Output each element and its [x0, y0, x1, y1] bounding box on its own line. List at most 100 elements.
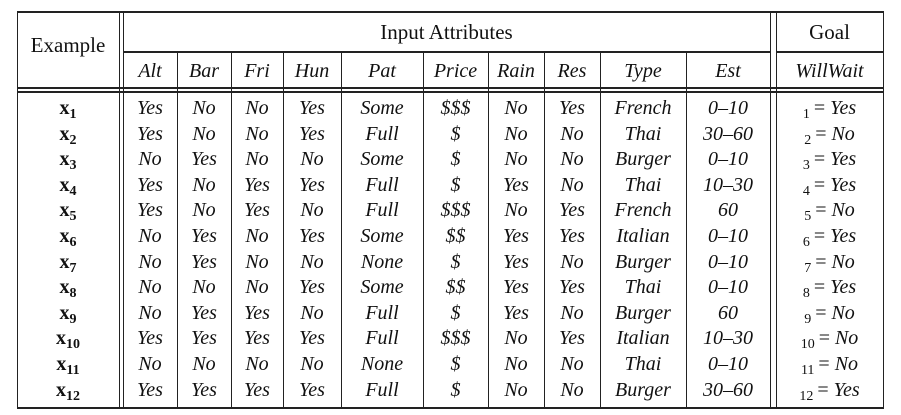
table-cell: Burger	[615, 250, 671, 273]
table-left-rule	[17, 11, 18, 409]
table-cell: Italian	[616, 327, 670, 350]
attribute-header-price: Price	[433, 60, 478, 82]
table-cell: Thai	[624, 353, 662, 375]
equals-sign: =	[813, 148, 831, 171]
goal-value: No	[831, 301, 855, 324]
table-cell: No	[245, 225, 269, 247]
goal-sub-rule	[776, 51, 883, 53]
table-cell: Yes	[137, 378, 163, 401]
table-cell: No	[192, 353, 216, 375]
table-cell: 0–10	[708, 97, 748, 119]
table-cell: 0–10	[708, 353, 748, 375]
table-cell: $	[450, 122, 461, 145]
table-cell: No	[300, 353, 324, 375]
table-cell: No	[138, 353, 162, 375]
table-cell: No	[504, 97, 528, 119]
goal-cell: 8 = Yes	[776, 277, 883, 301]
goal-value: No	[831, 199, 855, 222]
table-cell: Yes	[299, 378, 325, 401]
column-rule	[600, 51, 601, 409]
example-index: 12	[66, 388, 80, 404]
table-cell: $$	[445, 276, 466, 299]
table-cell: Yes	[503, 173, 529, 196]
table-cell: No	[560, 250, 584, 273]
table-cell: No	[300, 148, 324, 171]
table-cell: Yes	[299, 327, 325, 350]
goal-cell: 10 = No	[776, 328, 883, 352]
table-cell: Yes	[191, 301, 217, 324]
table-cell: No	[245, 97, 269, 119]
table-cell: Yes	[299, 97, 325, 119]
header-sub-rule	[123, 51, 770, 53]
table-cell: None	[360, 250, 404, 273]
goal-cell: 7 = No	[776, 252, 883, 276]
example-symbol: x	[59, 199, 70, 222]
attribute-header-bar: Bar	[189, 60, 219, 82]
table-cell: $	[450, 250, 461, 273]
goal-index: 5	[804, 209, 812, 225]
goal-attribute-header: WillWait	[795, 60, 864, 82]
goal-value: Yes	[830, 173, 857, 196]
goal-index: 8	[802, 286, 810, 302]
table-cell: No	[300, 199, 324, 222]
example-symbol: x	[56, 378, 66, 401]
goal-index: 1	[802, 107, 810, 122]
table-cell: $$$	[440, 97, 471, 119]
table-cell: Full	[365, 199, 399, 222]
attribute-header-alt: Alt	[138, 60, 162, 82]
goal-value: No	[831, 122, 855, 145]
goal-cell: 4 = Yes	[776, 175, 883, 199]
column-rule	[177, 51, 178, 409]
example-index: 5	[69, 209, 77, 225]
equals-sign: =	[813, 225, 831, 247]
table-cell: Yes	[559, 327, 585, 350]
table-cell: Full	[365, 327, 399, 350]
table-cell: No	[138, 148, 162, 171]
example-rule-b	[123, 11, 124, 409]
goal-cell: 6 = Yes	[776, 226, 883, 250]
goal-cell: 2 = No	[776, 124, 883, 148]
example-index: 6	[69, 235, 77, 250]
table-cell: $$$	[440, 327, 471, 350]
table-bottom-rule	[17, 407, 883, 409]
example-index: 9	[69, 311, 77, 327]
table-cell: $	[450, 378, 461, 401]
equals-sign: =	[815, 301, 832, 324]
table-cell: No	[504, 327, 528, 350]
table-cell: Yes	[299, 276, 325, 299]
goal-index: 6	[802, 235, 810, 250]
table-top-rule	[17, 11, 883, 13]
example-index: 1	[69, 107, 77, 122]
table-cell: Yes	[191, 148, 217, 171]
goal-value: Yes	[830, 148, 857, 171]
equals-sign: =	[813, 173, 831, 196]
table-cell: Yes	[559, 199, 585, 222]
example-id: x1	[17, 98, 119, 122]
equals-sign: =	[818, 327, 835, 350]
example-symbol: x	[59, 122, 70, 145]
example-symbol: x	[59, 97, 70, 119]
example-id: x12	[17, 380, 119, 404]
table-cell: Some	[360, 148, 404, 171]
table-cell: $$	[445, 225, 466, 247]
table-cell: No	[300, 250, 324, 273]
table-cell: No	[560, 173, 584, 196]
table-cell: $	[450, 353, 461, 375]
example-id: x5	[17, 200, 119, 224]
table-cell: 0–10	[708, 225, 748, 247]
table-cell: No	[192, 173, 216, 196]
equals-sign: =	[813, 97, 831, 119]
table-cell: $	[450, 173, 461, 196]
table-cell: Yes	[559, 276, 585, 299]
goal-rule-b	[776, 11, 777, 409]
example-symbol: x	[59, 148, 70, 171]
table-cell: No	[504, 148, 528, 171]
table-cell: No	[138, 276, 162, 299]
goal-value: No	[834, 353, 859, 375]
attribute-header-fri: Fri	[244, 60, 270, 82]
goal-cell: 11 = No	[776, 354, 883, 378]
table-cell: Yes	[191, 327, 217, 350]
table-cell: Full	[365, 378, 399, 401]
table-cell: Yes	[137, 327, 163, 350]
